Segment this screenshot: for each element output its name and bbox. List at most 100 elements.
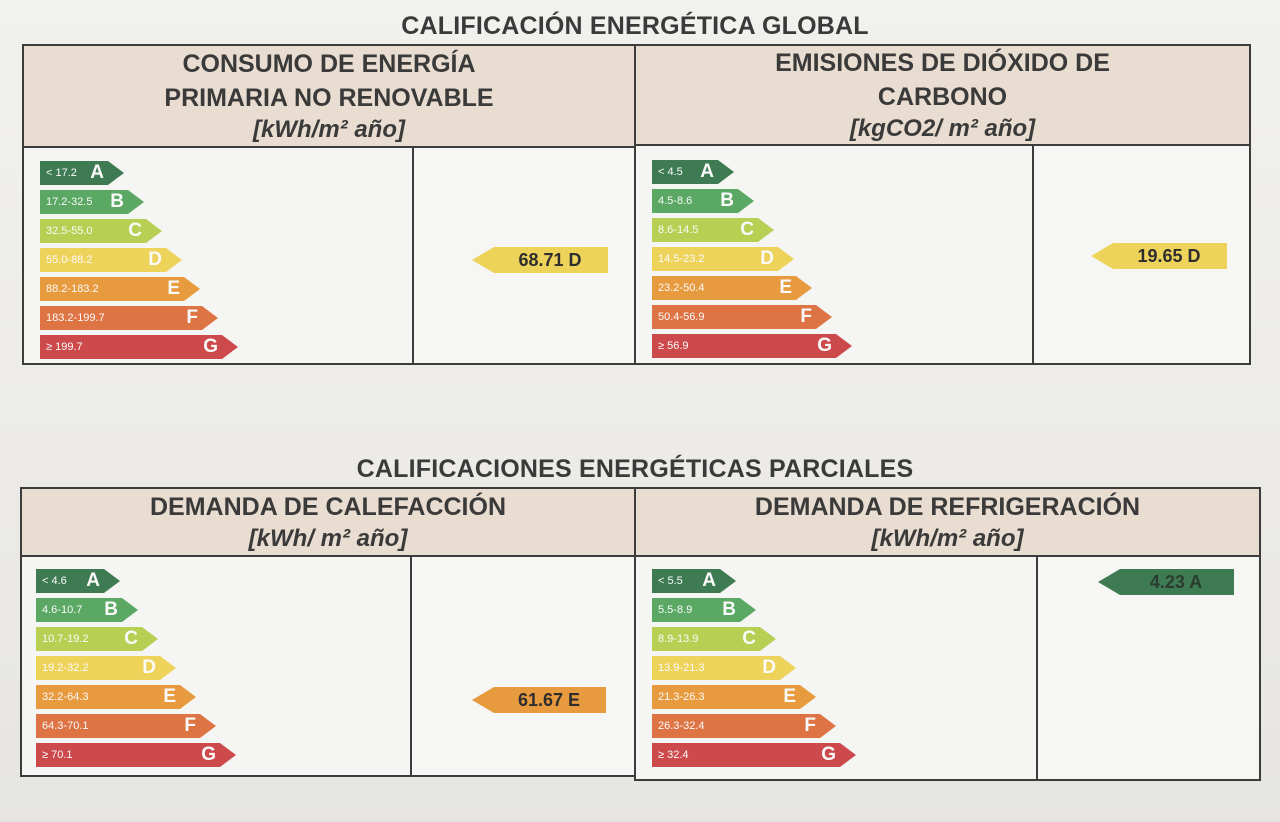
rating-value-box: 4.23 A	[1038, 557, 1259, 779]
band-range: 19.2-32.2	[42, 662, 89, 674]
band-range: < 4.5	[658, 166, 683, 178]
band-letter: E	[783, 686, 796, 707]
band-f: 64.3-70.1 F	[36, 714, 216, 738]
band-range: 32.5-55.0	[46, 225, 93, 237]
band-a: < 17.2 A	[40, 161, 124, 185]
band-range: ≥ 199.7	[46, 341, 83, 353]
band-f: 183.2-199.7 F	[40, 306, 218, 330]
band-a: < 4.5 A	[652, 160, 734, 184]
band-e: 21.3-26.3 E	[652, 685, 816, 709]
panel-unit: [kWh/m² año]	[871, 525, 1024, 552]
panel-title-line: PRIMARIA NO RENOVABLE	[164, 84, 494, 112]
band-letter: C	[742, 628, 756, 649]
band-c: 8.9-13.9 C	[652, 627, 776, 651]
band-letter: F	[804, 715, 816, 736]
rating-scale: < 17.2 A 17.2-32.5 B 32.5-55.0 C 55.0-88.2 D…	[24, 148, 414, 363]
panel-unit: [kgCO2/ m² año]	[849, 115, 1036, 142]
band-letter: F	[184, 715, 196, 736]
rating-scale: < 4.6 A 4.6-10.7 B 10.7-19.2 C 19.2-32.2 D 3…	[22, 557, 412, 775]
band-g: ≥ 70.1 G	[36, 743, 236, 767]
band-range: ≥ 32.4	[658, 749, 689, 761]
band-d: 19.2-32.2 D	[36, 656, 176, 680]
rating-scale: < 4.5 A 4.5-8.6 B 8.6-14.5 C 14.5-23.2 D 23.…	[636, 146, 1034, 363]
panel-unit: [kWh/ m² año]	[248, 525, 408, 552]
band-b: 4.5-8.6 B	[652, 189, 754, 213]
panel-title-line: DEMANDA DE REFRIGERACIÓN	[754, 493, 1141, 521]
band-letter: C	[740, 219, 754, 240]
rating-indicator: 19.65 D	[1091, 243, 1227, 269]
global-rating-title: CALIFICACIÓN ENERGÉTICA GLOBAL	[401, 12, 869, 40]
band-c: 8.6-14.5 C	[652, 218, 774, 242]
band-letter: A	[86, 570, 100, 591]
rating-value-box: 61.67 E	[412, 557, 634, 775]
band-range: 88.2-183.2	[46, 283, 99, 295]
band-c: 32.5-55.0 C	[40, 219, 162, 243]
band-f: 50.4-56.9 F	[652, 305, 832, 329]
band-letter: B	[110, 191, 124, 212]
panel-title-line: EMISIONES DE DIÓXIDO DE	[775, 49, 1110, 77]
band-letter: G	[201, 744, 216, 765]
band-letter: F	[186, 307, 198, 328]
band-letter: G	[203, 336, 218, 357]
band-range: 4.5-8.6	[658, 195, 693, 207]
band-g: ≥ 199.7 G	[40, 335, 238, 359]
band-letter: E	[167, 278, 180, 299]
partial-ratings-title: CALIFICACIONES ENERGÉTICAS PARCIALES	[356, 455, 914, 483]
band-range: 8.9-13.9	[658, 633, 699, 645]
band-c: 10.7-19.2 C	[36, 627, 158, 651]
panel-title-line: DEMANDA DE CALEFACCIÓN	[149, 493, 507, 521]
heating-demand-panel: DEMANDA DE CALEFACCIÓN [kWh/ m² año] < 4…	[20, 487, 636, 777]
band-range: 183.2-199.7	[46, 312, 105, 324]
band-e: 23.2-50.4 E	[652, 276, 812, 300]
band-letter: A	[90, 162, 104, 183]
band-g: ≥ 56.9 G	[652, 334, 852, 358]
band-range: < 17.2	[46, 167, 77, 179]
band-range: 26.3-32.4	[658, 720, 705, 732]
band-d: 13.9-21.3 D	[652, 656, 796, 680]
band-letter: G	[817, 335, 832, 356]
band-range: < 5.5	[658, 575, 683, 587]
band-a: < 4.6 A	[36, 569, 120, 593]
band-range: 13.9-21.3	[658, 662, 705, 674]
panel-header: DEMANDA DE REFRIGERACIÓN [kWh/m² año]	[636, 489, 1259, 557]
rating-scale: < 5.5 A 5.5-8.9 B 8.9-13.9 C 13.9-21.3 D 21.…	[636, 557, 1038, 779]
rating-indicator: 68.71 D	[472, 247, 608, 273]
band-letter: D	[760, 248, 774, 269]
panel-unit: [kWh/m² año]	[253, 116, 405, 143]
panel-title-line: CARBONO	[877, 83, 1008, 111]
band-letter: C	[124, 628, 138, 649]
band-range: 21.3-26.3	[658, 691, 705, 703]
band-letter: D	[142, 657, 156, 678]
rating-indicator: 61.67 E	[472, 687, 606, 713]
band-letter: B	[720, 190, 734, 211]
band-range: 8.6-14.5	[658, 224, 699, 236]
band-letter: B	[104, 599, 118, 620]
band-e: 32.2-64.3 E	[36, 685, 196, 709]
band-b: 4.6-10.7 B	[36, 598, 138, 622]
band-range: 14.5-23.2	[658, 253, 705, 265]
band-range: 4.6-10.7	[42, 604, 83, 616]
band-e: 88.2-183.2 E	[40, 277, 200, 301]
band-f: 26.3-32.4 F	[652, 714, 836, 738]
band-letter: A	[700, 161, 714, 182]
band-letter: C	[128, 220, 142, 241]
band-letter: B	[722, 599, 736, 620]
band-g: ≥ 32.4 G	[652, 743, 856, 767]
band-letter: A	[702, 570, 716, 591]
band-letter: E	[163, 686, 176, 707]
band-a: < 5.5 A	[652, 569, 736, 593]
band-range: 23.2-50.4	[658, 282, 705, 294]
band-b: 17.2-32.5 B	[40, 190, 144, 214]
band-range: ≥ 56.9	[658, 340, 689, 352]
band-b: 5.5-8.9 B	[652, 598, 756, 622]
rating-value-box: 19.65 D	[1034, 146, 1249, 363]
band-range: 5.5-8.9	[658, 604, 693, 616]
band-letter: G	[821, 744, 836, 765]
band-d: 55.0-88.2 D	[40, 248, 182, 272]
panel-header: DEMANDA DE CALEFACCIÓN [kWh/ m² año]	[22, 489, 634, 557]
panel-header: EMISIONES DE DIÓXIDO DE CARBONO [kgCO2/ …	[636, 46, 1249, 146]
co2-emissions-panel: EMISIONES DE DIÓXIDO DE CARBONO [kgCO2/ …	[634, 44, 1251, 365]
rating-indicator: 4.23 A	[1098, 569, 1234, 595]
band-range: 50.4-56.9	[658, 311, 705, 323]
band-range: 64.3-70.1	[42, 720, 89, 732]
